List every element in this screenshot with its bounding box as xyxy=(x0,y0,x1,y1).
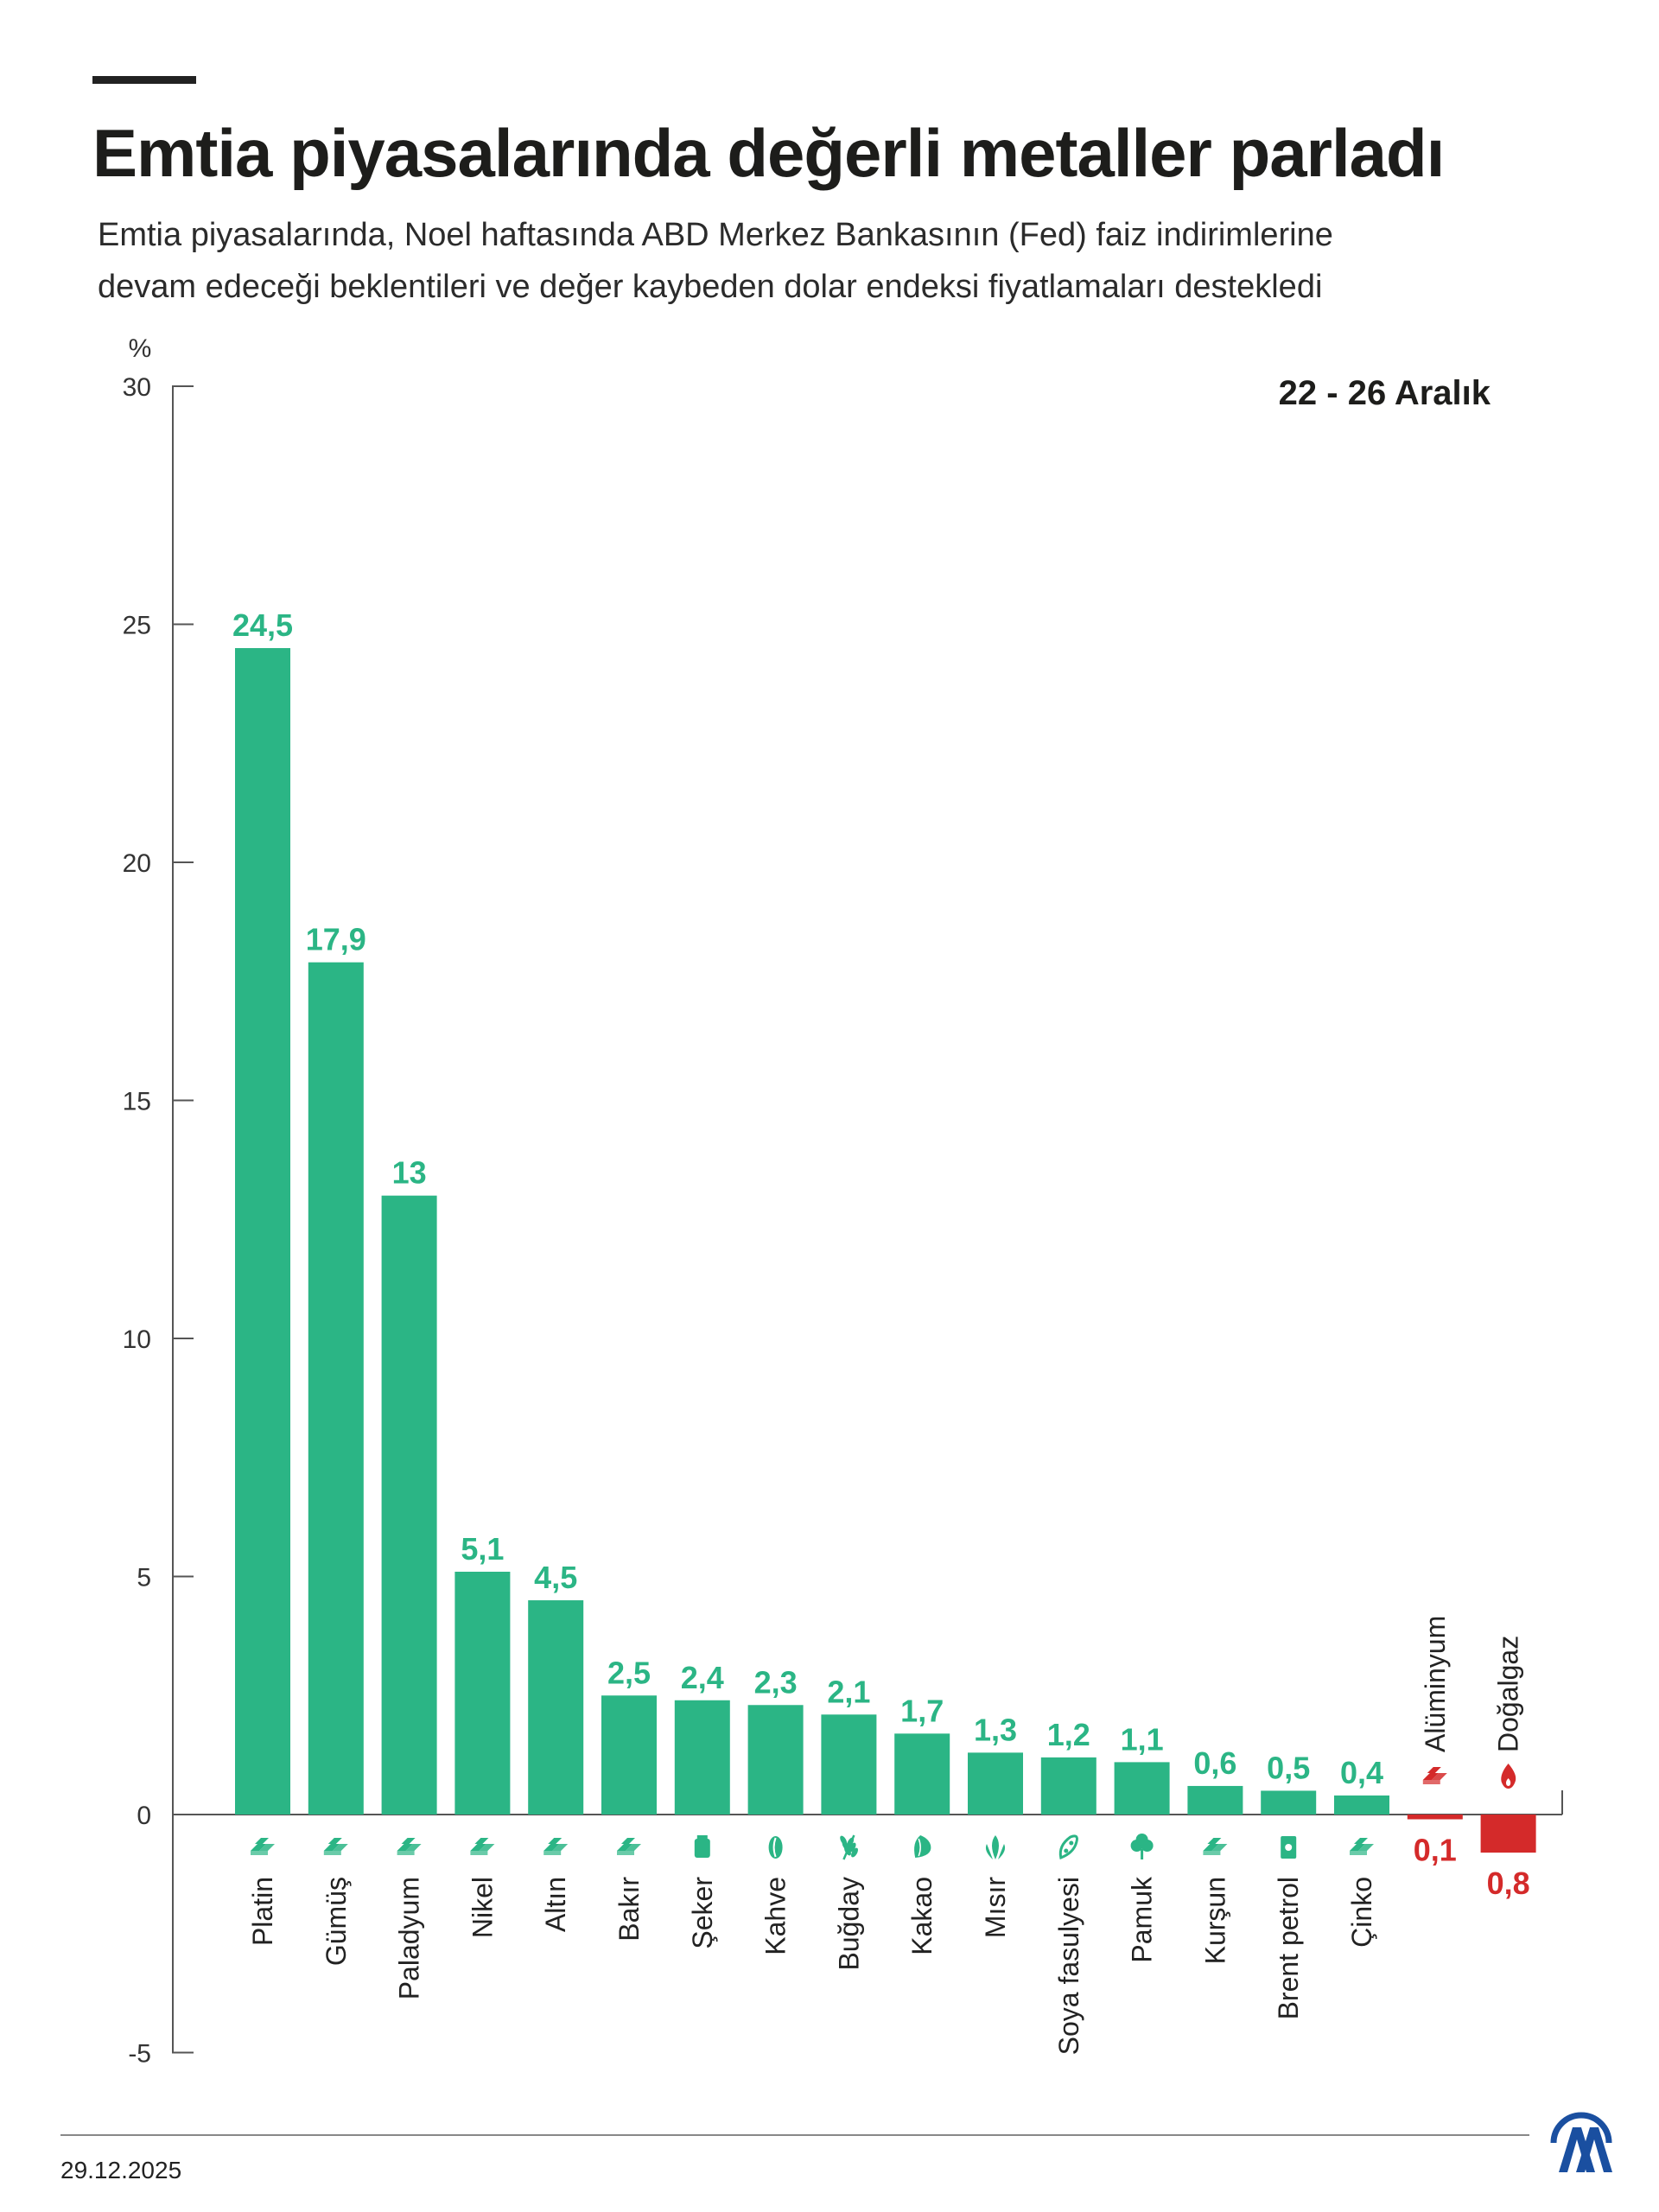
page-subtitle: Emtia piyasalarında, Noel haftasında ABD… xyxy=(98,209,1567,313)
value-label: 1,1 xyxy=(1121,1721,1164,1757)
corn-icon xyxy=(985,1835,1006,1859)
coffee-bean-icon xyxy=(768,1836,783,1859)
y-tick-label: 0 xyxy=(137,1802,151,1830)
soybean-icon xyxy=(1058,1834,1078,1860)
value-label: 2,4 xyxy=(681,1660,724,1695)
axis-layer: 30 25 20 15 10 5 0 -5% xyxy=(123,334,1563,2069)
bar-18 xyxy=(1480,1815,1536,1853)
value-label: 13 xyxy=(392,1155,427,1191)
bar-3 xyxy=(381,1195,437,1815)
footer-rule xyxy=(60,2134,1529,2136)
flame-icon xyxy=(1501,1764,1516,1789)
bar-8 xyxy=(747,1705,804,1815)
bar-9 xyxy=(821,1714,877,1815)
cotton-icon xyxy=(1130,1834,1154,1859)
bar-15 xyxy=(1261,1790,1317,1815)
bar-5 xyxy=(528,1600,584,1815)
value-label: 1,2 xyxy=(1047,1717,1090,1752)
metal-bars-icon xyxy=(397,1838,422,1855)
label-layer: 22 - 26 Aralık 24,5 Platin 17,9 Gümüş 13 Palad… xyxy=(232,374,1530,2055)
period-label: 22 - 26 Aralık xyxy=(1279,374,1491,412)
category-label: Şeker xyxy=(687,1877,718,1949)
bar-12 xyxy=(1040,1757,1096,1815)
category-label: Bakır xyxy=(613,1877,645,1942)
sugar-bag-icon xyxy=(694,1835,710,1858)
category-label: Alüminyum xyxy=(1420,1616,1451,1752)
subtitle-line-2: devam edeceği beklentileri ve değer kayb… xyxy=(98,269,1323,305)
bar-10 xyxy=(894,1733,950,1815)
category-label: Kahve xyxy=(760,1877,791,1955)
publication-date: 29.12.2025 xyxy=(60,2157,182,2183)
y-unit-label: % xyxy=(129,334,152,363)
bar-14 xyxy=(1187,1785,1243,1815)
y-tick-label: 10 xyxy=(123,1325,151,1354)
value-label: 0,6 xyxy=(1193,1745,1236,1781)
y-tick-label: -5 xyxy=(128,2040,151,2069)
bar-chart: 30 25 20 15 10 5 0 -5% 22 - 26 Aralık 24,5 Platin… xyxy=(123,334,1563,2069)
category-label: Kurşun xyxy=(1199,1877,1230,1964)
bar-7 xyxy=(674,1700,730,1815)
category-label: Brent petrol xyxy=(1273,1877,1304,2019)
bar-layer xyxy=(235,648,1536,1853)
metal-bars-icon xyxy=(323,1838,348,1855)
category-label: Paladyum xyxy=(394,1877,425,1999)
value-label: 5,1 xyxy=(461,1531,504,1567)
value-label: 0,5 xyxy=(1267,1750,1310,1785)
value-label: 2,5 xyxy=(607,1655,651,1690)
value-label: 24,5 xyxy=(232,607,293,643)
bar-2 xyxy=(308,962,364,1815)
metal-bars-icon xyxy=(1203,1838,1228,1855)
y-tick-label: 20 xyxy=(123,849,151,878)
bar-16 xyxy=(1334,1795,1389,1815)
bar-11 xyxy=(968,1752,1023,1815)
metal-bars-icon xyxy=(617,1838,641,1855)
category-label: Nikel xyxy=(467,1877,498,1938)
metal-bars-icon xyxy=(1350,1838,1374,1855)
value-label: 0,8 xyxy=(1487,1866,1530,1901)
page-title: Emtia piyasalarında değerli metaller par… xyxy=(92,115,1445,191)
wheat-icon xyxy=(840,1834,858,1860)
value-label: 0,4 xyxy=(1340,1755,1383,1790)
category-label: Soya fasulyesi xyxy=(1053,1877,1084,2055)
bar-4 xyxy=(454,1571,511,1815)
category-label: Doğalgaz xyxy=(1493,1636,1524,1752)
cocoa-icon xyxy=(914,1835,931,1858)
metal-bars-icon xyxy=(251,1838,275,1855)
y-tick-label: 25 xyxy=(123,612,151,640)
category-label: Pamuk xyxy=(1127,1876,1158,1963)
category-label: Gümüş xyxy=(321,1877,352,1966)
bar-17 xyxy=(1407,1815,1463,1820)
value-label: 1,3 xyxy=(974,1712,1017,1747)
y-tick-label: 30 xyxy=(123,373,151,402)
bar-6 xyxy=(601,1695,657,1815)
y-tick-label: 5 xyxy=(137,1564,151,1592)
bar-13 xyxy=(1114,1762,1170,1815)
category-label: Mısır xyxy=(980,1877,1011,1938)
top-accent-rule xyxy=(92,76,196,84)
category-label: Altın xyxy=(540,1877,571,1932)
value-label: 0,1 xyxy=(1414,1833,1457,1868)
value-label: 1,7 xyxy=(900,1693,944,1728)
aa-logo-icon xyxy=(1550,2112,1612,2172)
subtitle-line-1: Emtia piyasalarında, Noel haftasında ABD… xyxy=(98,217,1333,253)
y-tick-label: 15 xyxy=(123,1088,151,1116)
category-label: Platin xyxy=(247,1877,278,1946)
category-label: Çinko xyxy=(1346,1877,1377,1948)
category-label: Buğday xyxy=(833,1877,864,1971)
value-label: 17,9 xyxy=(306,922,366,957)
metal-bars-icon xyxy=(1422,1767,1447,1784)
value-label: 2,1 xyxy=(827,1674,870,1709)
value-label: 4,5 xyxy=(534,1560,577,1595)
metal-bars-icon xyxy=(543,1838,569,1855)
oil-barrel-icon xyxy=(1281,1836,1297,1859)
value-label: 2,3 xyxy=(754,1664,798,1700)
category-label: Kakao xyxy=(906,1877,938,1955)
bar-1 xyxy=(235,648,290,1815)
metal-bars-icon xyxy=(470,1838,495,1855)
